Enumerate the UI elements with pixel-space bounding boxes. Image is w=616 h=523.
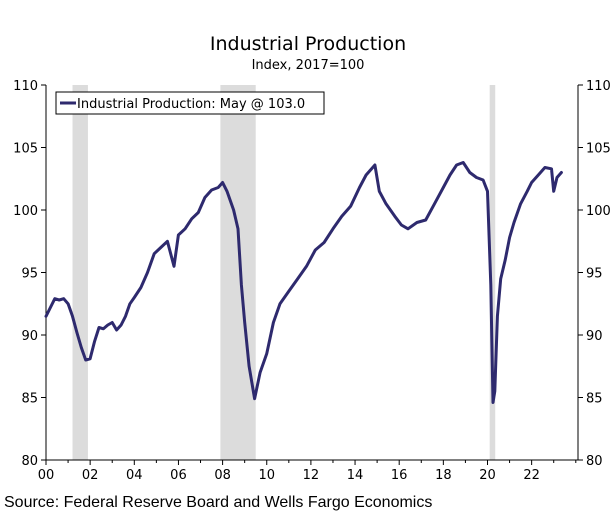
chart-title: Industrial Production — [209, 33, 407, 55]
y-tick-label-right: 100 — [586, 204, 611, 219]
recession-bands — [72, 85, 496, 460]
x-tick-label: 14 — [347, 468, 364, 483]
legend-box — [55, 91, 325, 115]
y-tick-label-right: 95 — [586, 267, 603, 282]
y-tick-label-right: 85 — [586, 392, 603, 407]
legend: Industrial Production: May @ 103.0 — [55, 91, 325, 115]
recession-band-1 — [220, 85, 256, 460]
x-tick-label: 20 — [479, 468, 496, 483]
x-tick-label: 22 — [523, 468, 540, 483]
x-tick-label: 08 — [214, 468, 231, 483]
x-tick-label: 10 — [258, 468, 275, 483]
y-tick-label-right: 110 — [586, 79, 611, 94]
x-tick-label: 04 — [126, 468, 143, 483]
recession-band-2 — [489, 85, 496, 460]
chart-subtitle: Index, 2017=100 — [251, 58, 365, 73]
y-tick-label-left: 85 — [21, 392, 38, 407]
y-tick-label-left: 95 — [21, 267, 38, 282]
legend-label: Industrial Production: May @ 103.0 — [77, 97, 305, 112]
x-tick-label: 18 — [435, 468, 452, 483]
series-lines — [44, 161, 563, 404]
y-tick-label-right: 90 — [586, 329, 603, 344]
y-tick-label-left: 80 — [21, 454, 38, 469]
y-tick-label-left: 110 — [13, 79, 38, 94]
y-tick-label-left: 90 — [21, 329, 38, 344]
y-tick-label-left: 105 — [13, 142, 38, 157]
y-tick-label-left: 100 — [13, 204, 38, 219]
source-note: Source: Federal Reserve Board and Wells … — [4, 494, 433, 511]
recession-band-0 — [72, 85, 88, 460]
axes: 80 80 85 85 90 90 95 95 100 100 105 105 110 110 00 02 04… — [13, 79, 611, 483]
x-tick-label: 12 — [303, 468, 320, 483]
x-tick-label: 16 — [391, 468, 408, 483]
x-tick-label: 02 — [82, 468, 99, 483]
y-tick-label-right: 80 — [586, 454, 603, 469]
x-tick-label: 00 — [38, 468, 55, 483]
x-tick-label: 06 — [170, 468, 187, 483]
series-line-industrial-production — [44, 161, 563, 404]
y-tick-label-right: 105 — [586, 142, 611, 157]
